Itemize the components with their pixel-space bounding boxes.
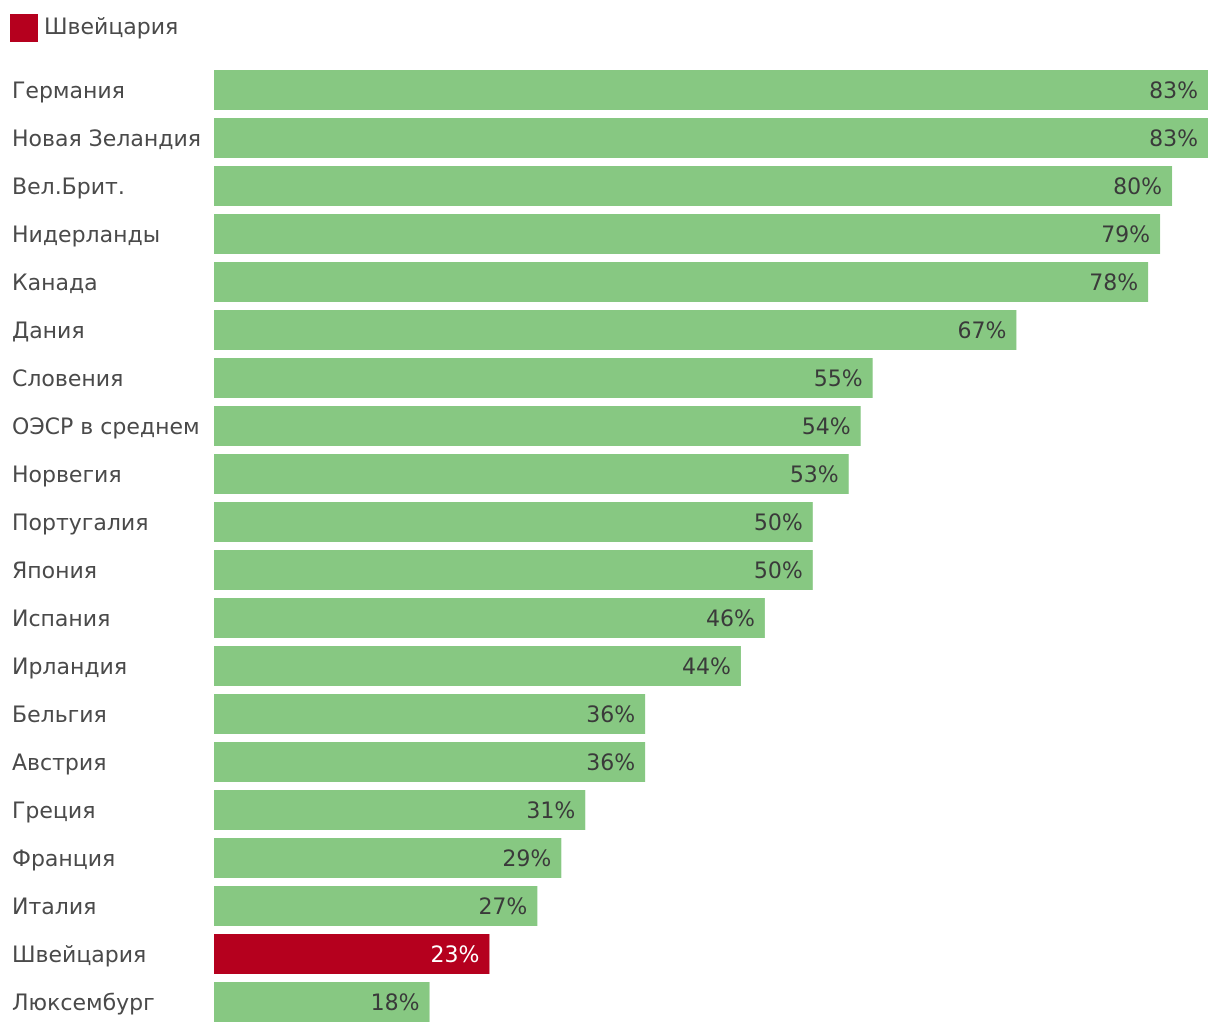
category-label: Нидерланды xyxy=(12,223,160,248)
value-label: 29% xyxy=(502,847,551,872)
value-label: 46% xyxy=(706,607,755,632)
bar xyxy=(214,166,1173,206)
value-label: 50% xyxy=(754,559,803,584)
category-label: Швейцария xyxy=(12,943,146,968)
bar xyxy=(214,886,538,926)
legend-label: Швейцария xyxy=(44,15,179,40)
value-label: 55% xyxy=(814,367,863,392)
value-label: 83% xyxy=(1149,127,1198,152)
bar xyxy=(214,598,765,638)
category-label: Австрия xyxy=(12,751,106,776)
value-label: 44% xyxy=(682,655,731,680)
value-label: 83% xyxy=(1149,79,1198,104)
value-label: 78% xyxy=(1089,271,1138,296)
bar xyxy=(214,694,646,734)
value-label: 27% xyxy=(478,895,527,920)
category-label: Япония xyxy=(12,559,97,584)
bar xyxy=(214,742,646,782)
value-label: 79% xyxy=(1101,223,1150,248)
value-label: 31% xyxy=(526,799,575,824)
category-label: Дания xyxy=(12,319,85,344)
bar xyxy=(214,358,873,398)
value-label: 67% xyxy=(957,319,1006,344)
value-label: 36% xyxy=(586,751,635,776)
category-label: Вел.Брит. xyxy=(12,175,125,200)
bar xyxy=(214,838,562,878)
bar xyxy=(214,118,1208,158)
bar xyxy=(214,982,430,1022)
category-label: Люксембург xyxy=(12,991,155,1016)
bar xyxy=(214,262,1149,302)
value-label: 54% xyxy=(802,415,851,440)
category-label: Словения xyxy=(12,367,123,392)
bar xyxy=(214,502,813,542)
category-label: Испания xyxy=(12,607,110,632)
bar xyxy=(214,214,1161,254)
value-label: 50% xyxy=(754,511,803,536)
bar-highlight xyxy=(214,934,490,974)
bar xyxy=(214,454,849,494)
bar xyxy=(214,70,1208,110)
value-label: 18% xyxy=(371,991,420,1016)
value-label: 80% xyxy=(1113,175,1162,200)
category-label: Новая Зеландия xyxy=(12,127,201,152)
category-label: Канада xyxy=(12,271,98,296)
legend-swatch xyxy=(10,14,38,42)
value-label: 53% xyxy=(790,463,839,488)
bar xyxy=(214,646,741,686)
category-label: Германия xyxy=(12,79,125,104)
bar xyxy=(214,790,586,830)
category-label: ОЭСР в среднем xyxy=(12,415,200,440)
value-label: 23% xyxy=(431,943,480,968)
category-label: Бельгия xyxy=(12,703,107,728)
category-label: Италия xyxy=(12,895,96,920)
category-label: Греция xyxy=(12,799,95,824)
bar xyxy=(214,406,861,446)
value-label: 36% xyxy=(586,703,635,728)
category-label: Франция xyxy=(12,847,115,872)
category-label: Норвегия xyxy=(12,463,122,488)
bar xyxy=(214,550,813,590)
category-label: Португалия xyxy=(12,511,148,536)
legend: Швейцария xyxy=(10,14,178,42)
bar xyxy=(214,310,1017,350)
category-label: Ирландия xyxy=(12,655,127,680)
